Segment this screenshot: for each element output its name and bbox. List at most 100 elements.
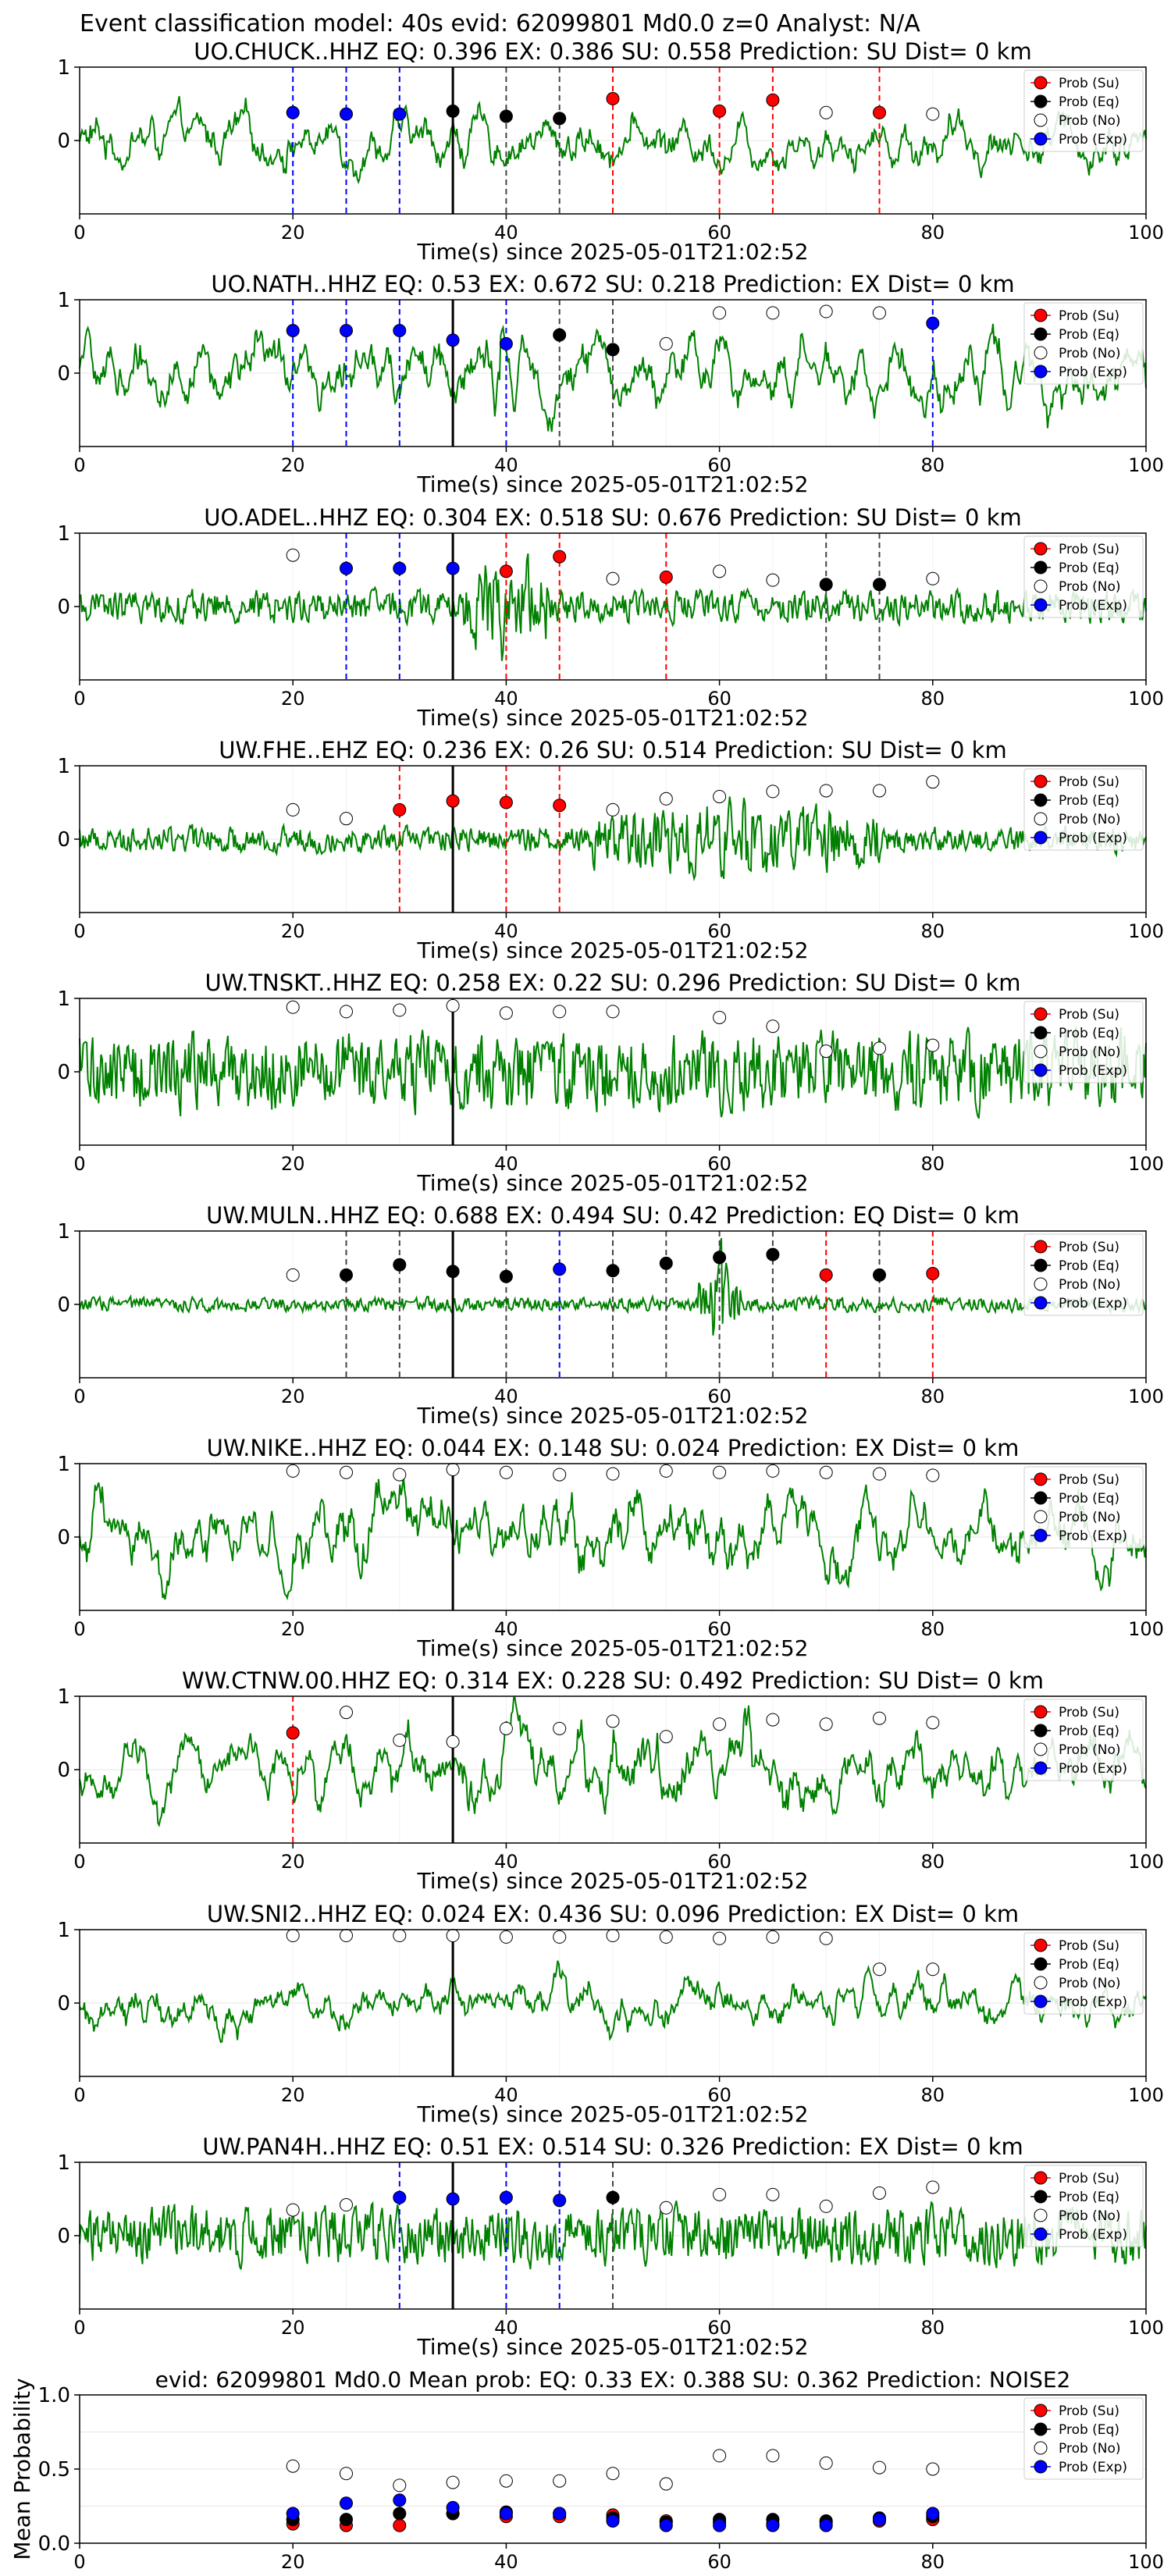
prob-point-no bbox=[659, 2201, 673, 2215]
prob-point-no bbox=[713, 1010, 727, 1024]
legend-marker-su bbox=[1034, 2171, 1048, 2185]
prob-point-eq bbox=[606, 2190, 620, 2204]
y-tick-label: 0 bbox=[57, 1526, 70, 1550]
prob-point-exp bbox=[286, 105, 300, 119]
legend-marker-no bbox=[1034, 1976, 1048, 1990]
prob-point-eq bbox=[606, 343, 620, 357]
x-tick-label: 80 bbox=[921, 2084, 945, 2106]
prob-point-eq bbox=[873, 578, 886, 592]
plot-frame bbox=[79, 998, 1147, 1146]
legend-marker-eq bbox=[1034, 94, 1048, 109]
prob-point-su bbox=[606, 91, 620, 105]
legend-label-su: Prob (Su) bbox=[1059, 1705, 1119, 1720]
prob-point-no bbox=[873, 306, 886, 320]
panel-title: UW.PAN4H..HHZ EQ: 0.51 EX: 0.514 SU: 0.3… bbox=[202, 2133, 1023, 2160]
legend-marker-exp bbox=[1034, 598, 1048, 612]
legend-marker-exp bbox=[1034, 365, 1048, 379]
legend-frame bbox=[1023, 302, 1144, 385]
mean-prob-point-exp bbox=[553, 2507, 567, 2521]
x-tick-label: 100 bbox=[1128, 1153, 1164, 1175]
legend-marker-no bbox=[1034, 2208, 1048, 2222]
panel-title: UW.TNSKT..HHZ EQ: 0.258 EX: 0.22 SU: 0.2… bbox=[205, 970, 1021, 996]
prob-point-no bbox=[393, 1929, 407, 1943]
legend-marker-eq bbox=[1034, 327, 1048, 341]
mean-prob-point-exp bbox=[499, 2507, 513, 2521]
prob-point-su bbox=[713, 104, 727, 118]
prob-point-su bbox=[873, 105, 886, 119]
y-tick-label: 0.0 bbox=[38, 2532, 70, 2556]
prob-point-su bbox=[499, 795, 513, 809]
x-axis-label: Time(s) since 2025-05-01T21:02:52 bbox=[416, 471, 808, 497]
legend-label-exp: Prob (Exp) bbox=[1059, 1994, 1127, 2010]
prob-point-no bbox=[819, 105, 833, 119]
legend-frame bbox=[1023, 1466, 1144, 1549]
x-tick-label: 20 bbox=[281, 2317, 305, 2339]
prob-point-no bbox=[873, 1467, 886, 1481]
mean-prob-point-exp bbox=[926, 2507, 940, 2521]
y-tick-label: 1 bbox=[57, 987, 70, 1011]
y-tick-label: 0 bbox=[57, 1759, 70, 1782]
prob-point-no bbox=[819, 1717, 833, 1731]
legend-label-exp: Prob (Exp) bbox=[1059, 1761, 1127, 1777]
mean-prob-point-no bbox=[606, 2467, 620, 2481]
x-tick-label: 20 bbox=[281, 2084, 305, 2106]
legend-label-su: Prob (Su) bbox=[1059, 76, 1119, 91]
legend-label-eq: Prob (Eq) bbox=[1059, 1491, 1119, 1507]
prob-point-su bbox=[553, 799, 567, 813]
legend-label-no: Prob (No) bbox=[1059, 1044, 1121, 1060]
prob-point-su bbox=[499, 564, 513, 578]
legend: Prob (Su) Prob (Eq) Prob (No) Prob (Exp) bbox=[1023, 768, 1144, 851]
plot-frame bbox=[79, 299, 1147, 447]
waveform-trace bbox=[79, 796, 1147, 882]
legend: Prob (Su) Prob (Eq) Prob (No) Prob (Exp) bbox=[1023, 1001, 1144, 1083]
panel-title: WW.CTNW.00.HHZ EQ: 0.314 EX: 0.228 SU: 0… bbox=[182, 1667, 1044, 1694]
mean-prob-point-no bbox=[926, 2462, 940, 2476]
y-tick-label: 1 bbox=[57, 289, 70, 312]
x-tick-label: 40 bbox=[494, 2551, 518, 2573]
y-tick-label: 1 bbox=[57, 1453, 70, 1476]
legend-label-exp: Prob (Exp) bbox=[1059, 132, 1127, 148]
legend-label-no: Prob (No) bbox=[1059, 346, 1121, 361]
x-tick-label: 100 bbox=[1128, 1618, 1164, 1640]
legend-label-su: Prob (Su) bbox=[1059, 308, 1119, 324]
legend: Prob (Su) Prob (Eq) Prob (No) Prob (Exp) bbox=[1023, 1233, 1144, 1316]
legend-label-su: Prob (Su) bbox=[1059, 1472, 1119, 1488]
prob-point-no bbox=[819, 784, 833, 798]
prob-point-no bbox=[766, 1019, 780, 1034]
x-tick-label: 60 bbox=[707, 222, 731, 244]
x-tick-label: 100 bbox=[1128, 2317, 1164, 2339]
y-tick-label: 0 bbox=[57, 1992, 70, 2016]
prob-point-no bbox=[499, 1721, 513, 1735]
prob-point-no bbox=[926, 775, 940, 789]
prob-point-eq bbox=[873, 1268, 886, 1282]
prob-point-no bbox=[340, 1465, 353, 1479]
legend-frame bbox=[1023, 1699, 1144, 1781]
legend-marker-exp bbox=[1034, 1296, 1048, 1310]
x-tick-label: 80 bbox=[921, 1851, 945, 1873]
legend-label-exp: Prob (Exp) bbox=[1059, 1296, 1127, 1311]
x-tick-label: 20 bbox=[281, 1386, 305, 1407]
plot-frame bbox=[79, 532, 1147, 681]
y-tick-label: 0 bbox=[57, 596, 70, 619]
x-tick-label: 40 bbox=[494, 2317, 518, 2339]
panel-title: UO.NATH..HHZ EQ: 0.53 EX: 0.672 SU: 0.21… bbox=[211, 271, 1014, 297]
x-tick-label: 100 bbox=[1128, 2551, 1164, 2573]
prob-point-no bbox=[926, 2180, 940, 2194]
prob-point-no bbox=[340, 1005, 353, 1019]
prob-point-no bbox=[766, 2187, 780, 2201]
prob-point-eq bbox=[659, 1256, 673, 1270]
mean-prob-point-no bbox=[393, 2478, 407, 2492]
legend-marker-exp bbox=[1034, 831, 1048, 845]
x-tick-label: 60 bbox=[707, 454, 731, 476]
prob-point-no bbox=[926, 1716, 940, 1730]
mean-prob-point-no bbox=[659, 2477, 673, 2491]
x-tick-label: 20 bbox=[281, 454, 305, 476]
legend-label-su: Prob (Su) bbox=[1059, 2171, 1119, 2186]
legend-marker-eq bbox=[1034, 2190, 1048, 2204]
waveform-trace bbox=[79, 1696, 1147, 1827]
prob-point-no bbox=[713, 1717, 727, 1731]
mean-prob-point-exp bbox=[659, 2518, 673, 2532]
prob-point-no bbox=[659, 1464, 673, 1478]
legend-frame bbox=[1023, 1932, 1144, 2015]
x-axis-label: Time(s) since 2025-05-01T21:02:52 bbox=[416, 1403, 808, 1429]
